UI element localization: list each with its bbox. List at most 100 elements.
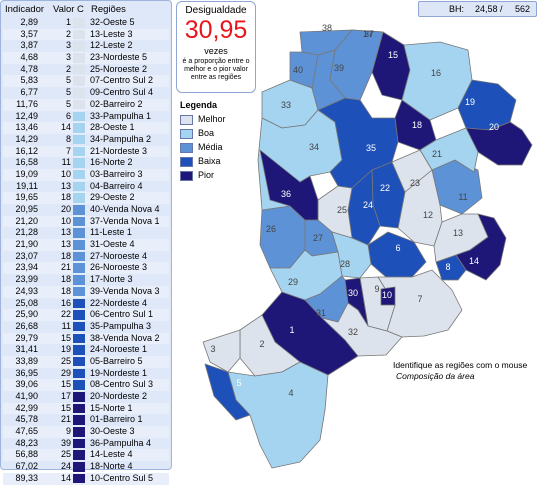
indicador-cell: 2,89 — [20, 17, 38, 27]
valor-cell: 29 — [60, 367, 71, 378]
table-row[interactable]: 16,12 7 21-Nordeste 3 — [3, 145, 169, 158]
region-6[interactable] — [367, 231, 427, 278]
valor-cell: 1 — [65, 17, 71, 27]
table-row[interactable]: 47,65 9 30-Oeste 3 — [3, 426, 169, 438]
table-row[interactable]: 25,08 16 22-Nordeste 4 — [3, 298, 169, 310]
regiao-cell: 28-Oeste 1 — [90, 122, 135, 133]
bh-total: 562 — [515, 4, 531, 14]
class-swatch — [73, 169, 85, 180]
valor-cell: 14 — [60, 122, 71, 133]
table-row[interactable]: 19,09 10 03-Barreiro 3 — [3, 168, 169, 181]
table-row[interactable]: 4,78 2 25-Noroeste 2 — [3, 64, 169, 76]
table-row[interactable]: 20,95 20 40-Venda Nova 4 — [3, 204, 169, 216]
region-label-39: 39 — [334, 63, 344, 73]
header-valor: Valor — [53, 4, 75, 15]
region-5[interactable] — [204, 363, 251, 421]
region-23[interactable] — [391, 149, 433, 193]
region-label-16: 16 — [431, 68, 441, 78]
table-row[interactable]: 33,89 25 05-Barreiro 5 — [3, 355, 169, 368]
region-label-30: 30 — [348, 288, 358, 298]
table-row[interactable]: 56,88 25 14-Leste 4 — [3, 449, 169, 462]
class-swatch — [73, 333, 85, 344]
region-40[interactable] — [289, 51, 319, 89]
table-row[interactable]: 48,23 39 36-Pampulha 4 — [3, 438, 169, 450]
table-row[interactable]: 3,87 3 12-Leste 2 — [3, 40, 169, 52]
legend-swatch-media — [180, 143, 193, 153]
table-row[interactable]: 5,83 5 07-Centro Sul 2 — [3, 75, 169, 88]
table-row[interactable]: 26,68 11 35-Pampulha 3 — [3, 321, 169, 333]
table-row[interactable]: 11,76 5 02-Barreiro 2 — [3, 98, 169, 111]
region-35[interactable] — [317, 97, 399, 189]
table-row[interactable]: 16,58 11 16-Norte 2 — [3, 157, 169, 169]
table-row[interactable]: 42,99 15 15-Norte 1 — [3, 402, 169, 415]
region-14[interactable] — [455, 213, 507, 281]
table-row[interactable]: 13,46 14 28-Oeste 1 — [3, 122, 169, 134]
table-row[interactable]: 19,65 18 29-Oeste 2 — [3, 192, 169, 204]
valor-cell: 15 — [60, 379, 71, 390]
table-row[interactable]: 41,90 17 20-Nordeste 2 — [3, 391, 169, 403]
region-36[interactable] — [259, 149, 319, 221]
regiao-cell: 30-Oeste 3 — [90, 426, 135, 437]
desigualdade-note: é a proporção entre o melhor e o pior va… — [182, 58, 250, 81]
valor-cell: 13 — [60, 239, 71, 250]
table-row[interactable]: 3,57 2 13-Leste 3 — [3, 28, 169, 41]
class-swatch — [73, 368, 85, 379]
table-row[interactable]: 21,90 13 31-Oeste 4 — [3, 239, 169, 251]
table-row[interactable]: 23,99 18 17-Norte 3 — [3, 274, 169, 286]
table-row[interactable]: 23,07 18 27-Noroeste 4 — [3, 251, 169, 263]
table-row[interactable]: 12,49 6 33-Pampulha 1 — [3, 111, 169, 123]
table-row[interactable]: 36,95 29 19-Nordeste 1 — [3, 368, 169, 380]
table-row[interactable]: 14,29 8 34-Pampulha 2 — [3, 134, 169, 146]
regiao-cell: 23-Nordeste 5 — [90, 52, 148, 63]
legend-label-melhor: Melhor — [198, 114, 226, 124]
table-row[interactable]: 31,41 19 24-Noroeste 1 — [3, 344, 169, 356]
table-row[interactable]: 4,68 3 23-Nordeste 5 — [3, 52, 169, 64]
legend-title: Legenda — [180, 100, 218, 110]
table-row[interactable]: 39,06 15 08-Centro Sul 3 — [3, 379, 169, 391]
class-swatch — [73, 146, 85, 157]
table-row[interactable]: 25,90 22 06-Centro Sul 1 — [3, 309, 169, 321]
table-row[interactable]: 21,20 10 37-Venda Nova 1 — [3, 215, 169, 228]
valor-cell: 25 — [60, 355, 71, 366]
class-swatch — [73, 275, 85, 285]
indicador-cell: 36,95 — [15, 367, 38, 378]
table-row[interactable]: 29,79 15 38-Venda Nova 2 — [3, 332, 169, 345]
region-16[interactable] — [401, 41, 473, 121]
region-label-27: 27 — [313, 233, 323, 243]
region-label-19: 19 — [465, 97, 475, 107]
table-row[interactable]: 2,89 1 32-Oeste 5 — [3, 17, 169, 29]
table-row[interactable]: 24,93 18 39-Venda Nova 3 — [3, 285, 169, 298]
table-row[interactable]: 45,78 21 01-Barreiro 1 — [3, 414, 169, 426]
table-row[interactable]: 19,11 13 04-Barreiro 4 — [3, 181, 169, 193]
header-regioes: Regiões — [91, 4, 126, 15]
indicador-cell: 5,83 — [20, 75, 38, 86]
region-20[interactable] — [465, 121, 533, 166]
regiao-cell: 26-Noroeste 3 — [90, 262, 148, 273]
table-row[interactable]: 67,02 24 18-Norte 4 — [3, 461, 169, 473]
regiao-cell: 36-Pampulha 4 — [90, 437, 152, 448]
regiao-cell: 19-Nordeste 1 — [90, 367, 148, 378]
region-label-8: 8 — [445, 262, 450, 272]
region-29[interactable] — [269, 249, 343, 301]
region-21[interactable] — [419, 127, 479, 173]
indicador-cell: 56,88 — [15, 449, 38, 460]
valor-cell: 2 — [65, 63, 71, 74]
class-swatch — [73, 181, 85, 192]
ranking-header: Indicador Valor C Regiões — [3, 3, 169, 16]
regiao-cell: 39-Venda Nova 3 — [90, 285, 160, 296]
indicador-cell: 4,78 — [20, 63, 38, 74]
region-label-31: 31 — [316, 308, 326, 318]
region-3[interactable] — [202, 329, 241, 373]
valor-cell: 13 — [60, 227, 71, 238]
legend-label-baixa: Baixa — [198, 156, 221, 166]
table-row[interactable]: 23,94 21 26-Noroeste 3 — [3, 262, 169, 275]
region-10[interactable] — [380, 286, 396, 306]
table-row[interactable]: 21,28 13 11-Leste 1 — [3, 227, 169, 239]
regiao-cell: 02-Barreiro 2 — [90, 98, 143, 109]
region-32[interactable] — [321, 302, 403, 357]
composition-link[interactable]: Composição da área — [396, 371, 475, 381]
table-row[interactable]: 6,77 5 09-Centro Sul 4 — [3, 87, 169, 99]
indicador-cell: 89,33 — [15, 472, 38, 483]
class-swatch — [73, 41, 85, 51]
